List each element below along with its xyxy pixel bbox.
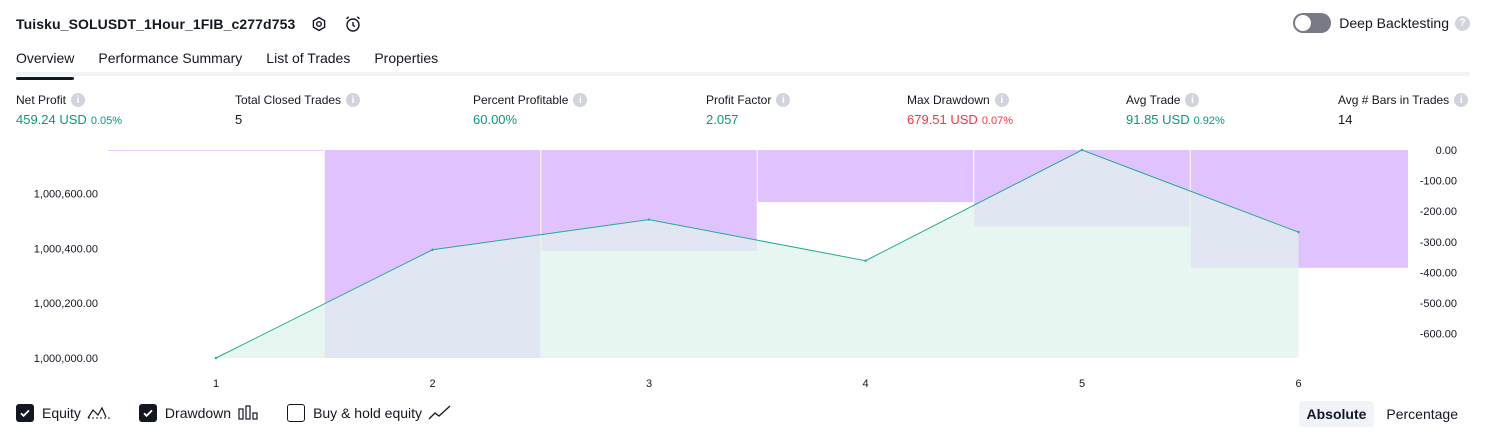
left-axis-tick-label: 1,000,200.00: [34, 298, 98, 310]
stat-profit-factor: Profit Factor i 2.057: [706, 93, 791, 127]
info-icon[interactable]: i: [71, 93, 86, 107]
stat-value: 60.00%: [473, 112, 518, 127]
stat-label: Net Profit: [16, 93, 67, 107]
tab-bar: Overview Performance Summary List of Tra…: [16, 44, 1470, 80]
stat-value: 2.057: [706, 112, 739, 127]
right-axis-tick-label: -100.00: [1420, 176, 1457, 188]
info-icon[interactable]: i: [776, 93, 791, 107]
percentage-button[interactable]: Percentage: [1386, 406, 1458, 422]
stat-label: Avg Trade: [1126, 93, 1181, 107]
equity-drawdown-chart[interactable]: 1,000,000.00 1,000,200.00 1,000,400.00 1,00…: [0, 140, 1486, 395]
stat-percent: 0.05%: [90, 115, 123, 127]
equity-area: [216, 150, 1299, 358]
stat-value: 14: [1338, 112, 1353, 127]
drawdown-bar: [108, 150, 325, 151]
x-axis-tick-label: 2: [429, 378, 435, 390]
stat-avg-bars-in-trades: Avg # Bars in Trades i 14: [1338, 93, 1469, 127]
stat-total-closed-trades: Total Closed Trades i 5: [235, 93, 361, 127]
value-mode-switch: Absolute Percentage: [1295, 401, 1467, 427]
tab-list-of-trades[interactable]: List of Trades: [266, 50, 351, 66]
equity-line: [215, 149, 1299, 359]
equity-point: [864, 259, 867, 262]
buy-hold-checkbox[interactable]: [287, 404, 306, 422]
stat-max-drawdown: Max Drawdown i 679.51 USD 0.07%: [907, 93, 1013, 127]
info-icon[interactable]: i: [346, 93, 361, 107]
info-icon[interactable]: i: [573, 93, 588, 107]
equity-point: [1297, 231, 1300, 234]
stat-label: Profit Factor: [706, 93, 772, 107]
legend-label: Equity: [42, 405, 81, 421]
tab-performance-summary[interactable]: Performance Summary: [98, 50, 243, 66]
deep-backtesting-label: Deep Backtesting: [1339, 15, 1449, 31]
right-axis-tick-label: -200.00: [1420, 206, 1457, 218]
x-axis-tick-label: 1: [213, 378, 219, 390]
stat-value: 459.24 USD: [16, 112, 87, 127]
buyhold-line-icon: [428, 405, 452, 421]
left-axis-tick-label: 1,000,000.00: [34, 353, 98, 365]
tab-overview[interactable]: Overview: [16, 44, 75, 80]
x-axis-tick-label: 6: [1295, 378, 1301, 390]
stat-percent-profitable: Percent Profitable i 60.00%: [473, 93, 588, 127]
left-axis-tick-label: 1,000,400.00: [34, 243, 98, 255]
left-axis-tick-label: 1,000,600.00: [34, 189, 98, 201]
drawdown-bar: [757, 150, 974, 203]
right-axis-tick-label: -400.00: [1420, 267, 1457, 279]
equity-line-icon: [87, 405, 111, 421]
right-axis-tick-label: -500.00: [1420, 298, 1457, 310]
stat-net-profit: Net Profit i 459.24 USD 0.05%: [16, 93, 122, 127]
deep-backtesting: Deep Backtesting ?: [1293, 13, 1470, 33]
equity-point: [214, 356, 218, 360]
deep-backtesting-toggle[interactable]: [1293, 13, 1332, 33]
equity-point: [431, 248, 434, 251]
equity-point: [1080, 148, 1084, 152]
stat-label: Total Closed Trades: [235, 93, 342, 107]
tab-properties[interactable]: Properties: [374, 50, 439, 66]
stat-label: Max Drawdown: [907, 93, 990, 107]
chart-legend: Equity Drawdown Buy & hold equity: [16, 404, 480, 422]
info-icon[interactable]: i: [994, 93, 1009, 107]
legend-label: Drawdown: [164, 405, 232, 421]
stat-value: 5: [235, 112, 243, 127]
right-axis-tick-label: 0.00: [1436, 145, 1457, 157]
settings-icon[interactable]: [309, 14, 329, 34]
stat-value: 91.85 USD: [1126, 112, 1190, 127]
absolute-button[interactable]: Absolute: [1298, 401, 1375, 427]
drawdown-checkbox[interactable]: [138, 404, 157, 422]
stat-percent: 0.07%: [981, 115, 1014, 127]
drawdown-bars-icon: [237, 405, 259, 421]
stats-row: Net Profit i 459.24 USD 0.05% Total Closed…: [0, 93, 1486, 133]
x-axis-tick-label: 4: [862, 378, 868, 390]
x-axis-tick-label: 5: [1079, 378, 1085, 390]
x-axis-tick-label: 3: [646, 378, 652, 390]
strategy-title: Tuisku_SOLUSDT_1Hour_1FIB_c277d753: [16, 16, 296, 32]
stat-label: Avg # Bars in Trades: [1338, 93, 1450, 107]
right-axis-tick-label: -300.00: [1420, 237, 1457, 249]
info-icon[interactable]: i: [1185, 93, 1200, 107]
stat-avg-trade: Avg Trade i 91.85 USD 0.92%: [1126, 93, 1225, 127]
stat-percent: 0.92%: [1193, 115, 1225, 127]
info-icon[interactable]: i: [1454, 93, 1469, 107]
equity-checkbox[interactable]: [16, 404, 34, 422]
equity-point: [647, 218, 651, 221]
alarm-add-icon[interactable]: [343, 14, 363, 34]
stat-value: 679.51 USD: [907, 112, 978, 127]
legend-buy-hold[interactable]: Buy & hold equity: [287, 404, 452, 422]
right-axis-tick-label: -600.00: [1420, 329, 1457, 341]
legend-drawdown[interactable]: Drawdown: [138, 404, 259, 422]
strategy-header: Tuisku_SOLUSDT_1Hour_1FIB_c277d753: [16, 12, 363, 36]
legend-equity[interactable]: Equity: [16, 404, 111, 422]
stat-label: Percent Profitable: [473, 93, 569, 107]
question-icon[interactable]: ?: [1455, 15, 1470, 31]
legend-label: Buy & hold equity: [313, 405, 423, 421]
